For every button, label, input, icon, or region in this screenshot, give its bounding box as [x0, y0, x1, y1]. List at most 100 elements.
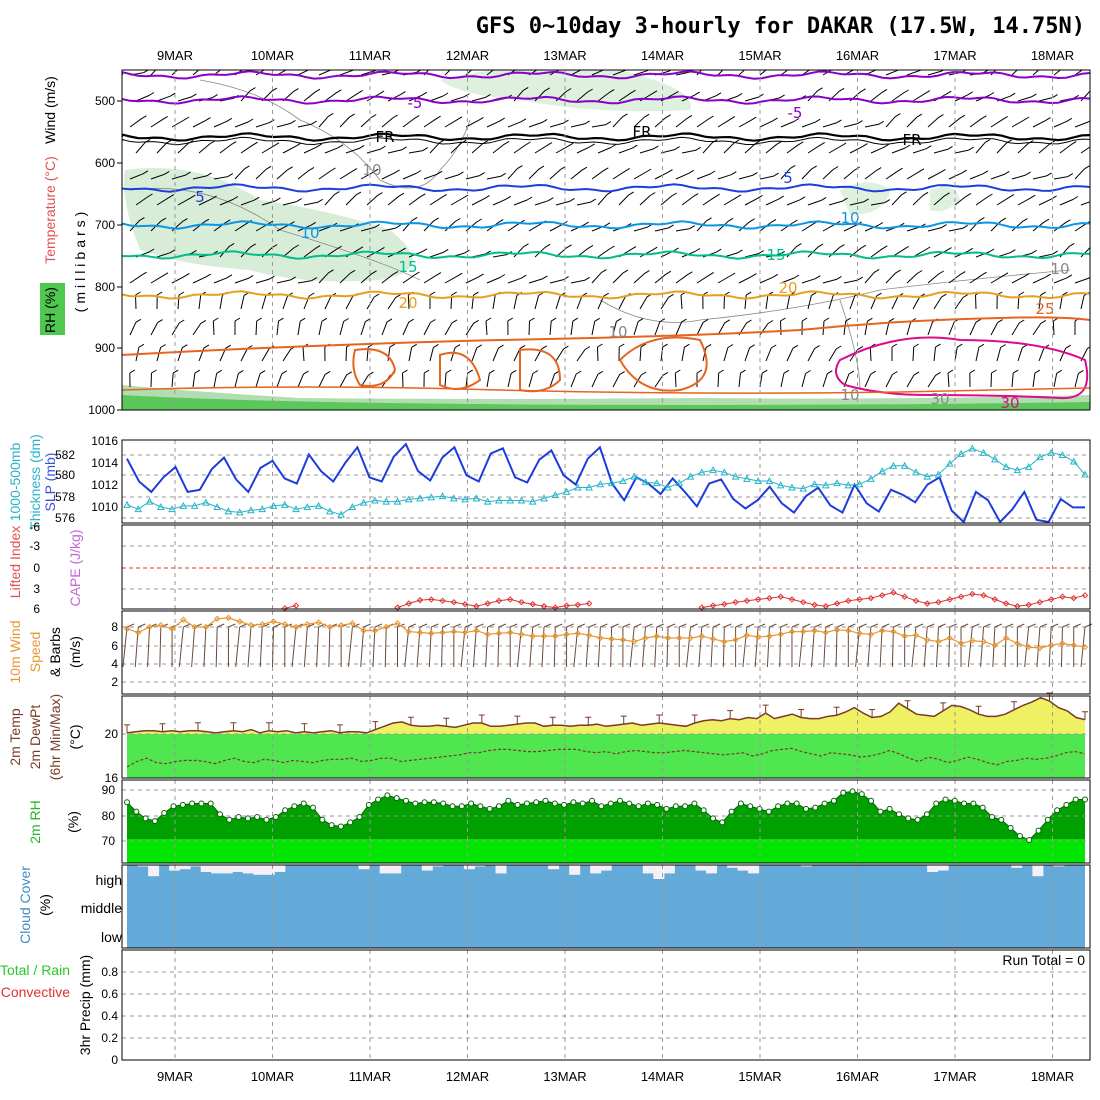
max-temp-bar	[798, 709, 805, 718]
wind-barb	[429, 343, 439, 362]
wind-barb	[975, 138, 991, 154]
wind-barb	[675, 318, 687, 336]
lifted-index-marker	[856, 596, 863, 603]
wind-barb	[660, 146, 680, 154]
wind-barb	[933, 293, 947, 310]
wind10-marker	[563, 631, 570, 638]
max-temp-bar	[301, 723, 308, 732]
thickness-marker	[506, 496, 515, 504]
thickness-marker	[878, 467, 886, 475]
wind-barb	[240, 196, 260, 206]
rh-marker	[403, 797, 409, 804]
lifted-index-marker	[721, 601, 728, 608]
wind-barb	[555, 142, 574, 154]
wind10-marker	[597, 634, 604, 642]
wind-barb	[366, 145, 386, 154]
wind10-marker	[946, 634, 953, 642]
wind-barb	[738, 369, 746, 388]
lifted-index-marker	[529, 601, 536, 608]
wind-barb	[366, 246, 385, 258]
wind-barb	[507, 118, 527, 128]
wind10-marker	[540, 632, 548, 640]
thickness-marker	[1047, 448, 1056, 456]
wind10-barb	[134, 623, 146, 668]
chart-title: GFS 0~10day 3-hourly for DAKAR (17.5W, 1…	[476, 14, 1085, 39]
rh2m-panel: 90 80 70 2m RH (%)	[27, 780, 1090, 863]
contour-label: 25	[1035, 300, 1054, 318]
high-cloud-gap	[737, 865, 749, 871]
wind-barb	[633, 318, 644, 336]
high-cloud-gap	[474, 865, 486, 867]
wind-barb	[639, 90, 658, 102]
thickness-marker	[450, 494, 458, 502]
high-cloud-gap	[600, 865, 612, 871]
thickness-tick: 576	[55, 511, 75, 525]
thickness-marker	[1036, 453, 1044, 461]
wind-barb	[156, 344, 166, 362]
rh-marker	[328, 822, 335, 829]
rh-marker	[719, 819, 726, 826]
wind-barb	[444, 272, 463, 284]
wind-barb	[465, 319, 479, 336]
wind-barb	[1059, 141, 1077, 154]
wind-barb	[192, 273, 211, 284]
rh-marker	[254, 814, 261, 820]
wind-barb	[534, 87, 550, 102]
wind-barb	[450, 344, 461, 362]
wind-barb	[576, 198, 596, 206]
wind-barb	[486, 117, 505, 128]
rh-marker	[244, 815, 251, 822]
wind10-marker	[676, 634, 683, 642]
wind10-marker	[1036, 644, 1044, 652]
wind-barb	[402, 115, 420, 128]
wind-barb	[1052, 317, 1059, 336]
max-temp-bar	[762, 704, 769, 714]
lifted-index-marker	[969, 590, 976, 598]
wind-barb	[318, 370, 331, 388]
wind-barb	[996, 344, 1006, 362]
thickness-marker	[833, 479, 841, 487]
thickness-marker	[686, 472, 695, 480]
thickness-marker	[585, 483, 593, 491]
wind-barb	[177, 194, 196, 206]
wind10-marker	[890, 628, 897, 635]
wind-barb	[297, 120, 317, 128]
wind-barb	[1080, 90, 1090, 102]
lifted-index-marker	[416, 596, 424, 604]
isotherm-20	[122, 290, 1090, 300]
wind-barb	[1080, 201, 1090, 206]
wind-barb	[990, 115, 1008, 128]
slp-panel: 582 580 578 576 1016 1014 1012 1010 1000-500mb Th…	[7, 434, 1090, 530]
wind-barb	[1053, 369, 1062, 388]
freezing-line	[122, 132, 1090, 142]
wind-barb	[969, 170, 989, 180]
wind-barb	[171, 116, 190, 128]
wind-barb	[675, 271, 693, 284]
wind-barb	[807, 243, 824, 258]
wind-barb	[171, 218, 188, 232]
wind-barb	[150, 70, 157, 76]
wind-barb	[570, 120, 590, 128]
high-cloud-gap	[1011, 865, 1023, 868]
wind-barb	[129, 170, 149, 180]
wind-barb	[381, 114, 398, 128]
thickness-marker	[630, 472, 639, 480]
wind-barb	[135, 193, 153, 206]
wind-barb	[1032, 319, 1047, 336]
wind10-marker	[743, 632, 751, 639]
wind10-tick: 6	[111, 639, 118, 653]
wind-barb	[402, 170, 422, 180]
wind-barb	[282, 142, 301, 154]
lifted-index-marker	[552, 604, 559, 611]
wind-barb	[507, 369, 517, 388]
wind-barb	[996, 249, 1016, 258]
rh-marker	[830, 797, 837, 804]
wind-barb	[1074, 317, 1081, 335]
wind-barb	[639, 246, 658, 258]
pressure-tick: 1000	[88, 403, 115, 417]
thickness-marker	[945, 459, 954, 467]
max-temp-bar	[549, 716, 556, 726]
wind-barb	[597, 245, 615, 258]
thickness-marker	[371, 496, 379, 504]
wind-barb	[276, 276, 296, 284]
